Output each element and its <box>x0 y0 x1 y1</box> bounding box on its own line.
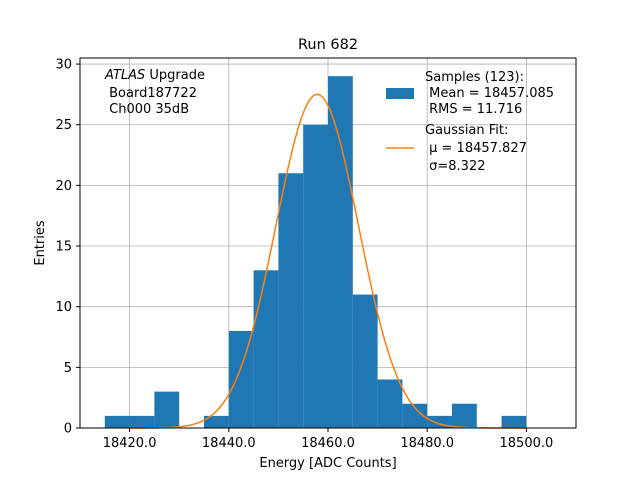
histogram-bar <box>501 415 527 428</box>
histogram-bar <box>154 391 180 428</box>
legend-mean: Mean = 18457.085 <box>425 86 554 101</box>
histogram-bar <box>303 124 328 428</box>
histogram-bar <box>228 330 254 428</box>
legend-sigma: σ=8.322 <box>425 159 485 174</box>
annotation-text: ATLAS Upgrade Board187722 Ch000 35dB <box>104 68 205 117</box>
x-tick-label: 18500.0 <box>500 436 554 451</box>
y-tick-label: 30 <box>55 58 72 73</box>
histogram-bar <box>377 379 403 428</box>
histogram-bar <box>253 270 279 428</box>
x-axis-label: Energy [ADC Counts] <box>259 456 396 471</box>
x-tick-label: 18440.0 <box>202 436 256 451</box>
histogram-bar <box>278 173 304 428</box>
histogram-bar <box>452 403 477 428</box>
annotation-italic-prefix: ATLAS <box>104 68 145 83</box>
legend-swatch-histogram <box>386 88 414 99</box>
legend-mu: μ = 18457.827 <box>425 141 527 156</box>
y-tick-label: 0 <box>64 422 72 437</box>
gaussian-fit-curve <box>129 93 527 429</box>
x-tick-label: 18460.0 <box>301 436 355 451</box>
y-tick-label: 5 <box>64 361 72 376</box>
y-tick-label: 25 <box>55 118 72 133</box>
histogram-bar <box>204 415 229 428</box>
y-axis-ticks: 0 5 10 15 20 25 30 <box>55 58 80 437</box>
annotation-text-1: Upgrade <box>145 68 205 83</box>
x-tick-label: 18480.0 <box>400 436 454 451</box>
histogram-bar <box>104 415 130 428</box>
y-tick-label: 20 <box>55 179 72 194</box>
gaussian-fit-line <box>129 93 527 429</box>
x-tick-label: 18420.0 <box>103 436 157 451</box>
annotation-line-3: Ch000 35dB <box>105 102 189 117</box>
legend: Samples (123): Mean = 18457.085 RMS = 11… <box>386 70 554 174</box>
legend-label-histogram: Samples (123): <box>425 70 524 85</box>
x-axis-ticks: 18420.0 18440.0 18460.0 18480.0 18500.0 <box>103 428 554 451</box>
histogram-bar <box>328 76 353 429</box>
annotation-line-2: Board187722 <box>105 86 197 101</box>
histogram-bar <box>129 415 155 428</box>
histogram-bars <box>104 76 527 429</box>
legend-label-fit: Gaussian Fit: <box>425 123 508 138</box>
y-tick-label: 10 <box>55 300 72 315</box>
y-axis-label: Entries <box>33 220 48 266</box>
chart-title: Run 682 <box>298 37 358 53</box>
y-tick-label: 15 <box>55 240 72 255</box>
histogram-bar <box>352 294 378 428</box>
annotation-line-1: ATLAS Upgrade <box>104 68 205 83</box>
legend-rms: RMS = 11.716 <box>425 102 522 117</box>
